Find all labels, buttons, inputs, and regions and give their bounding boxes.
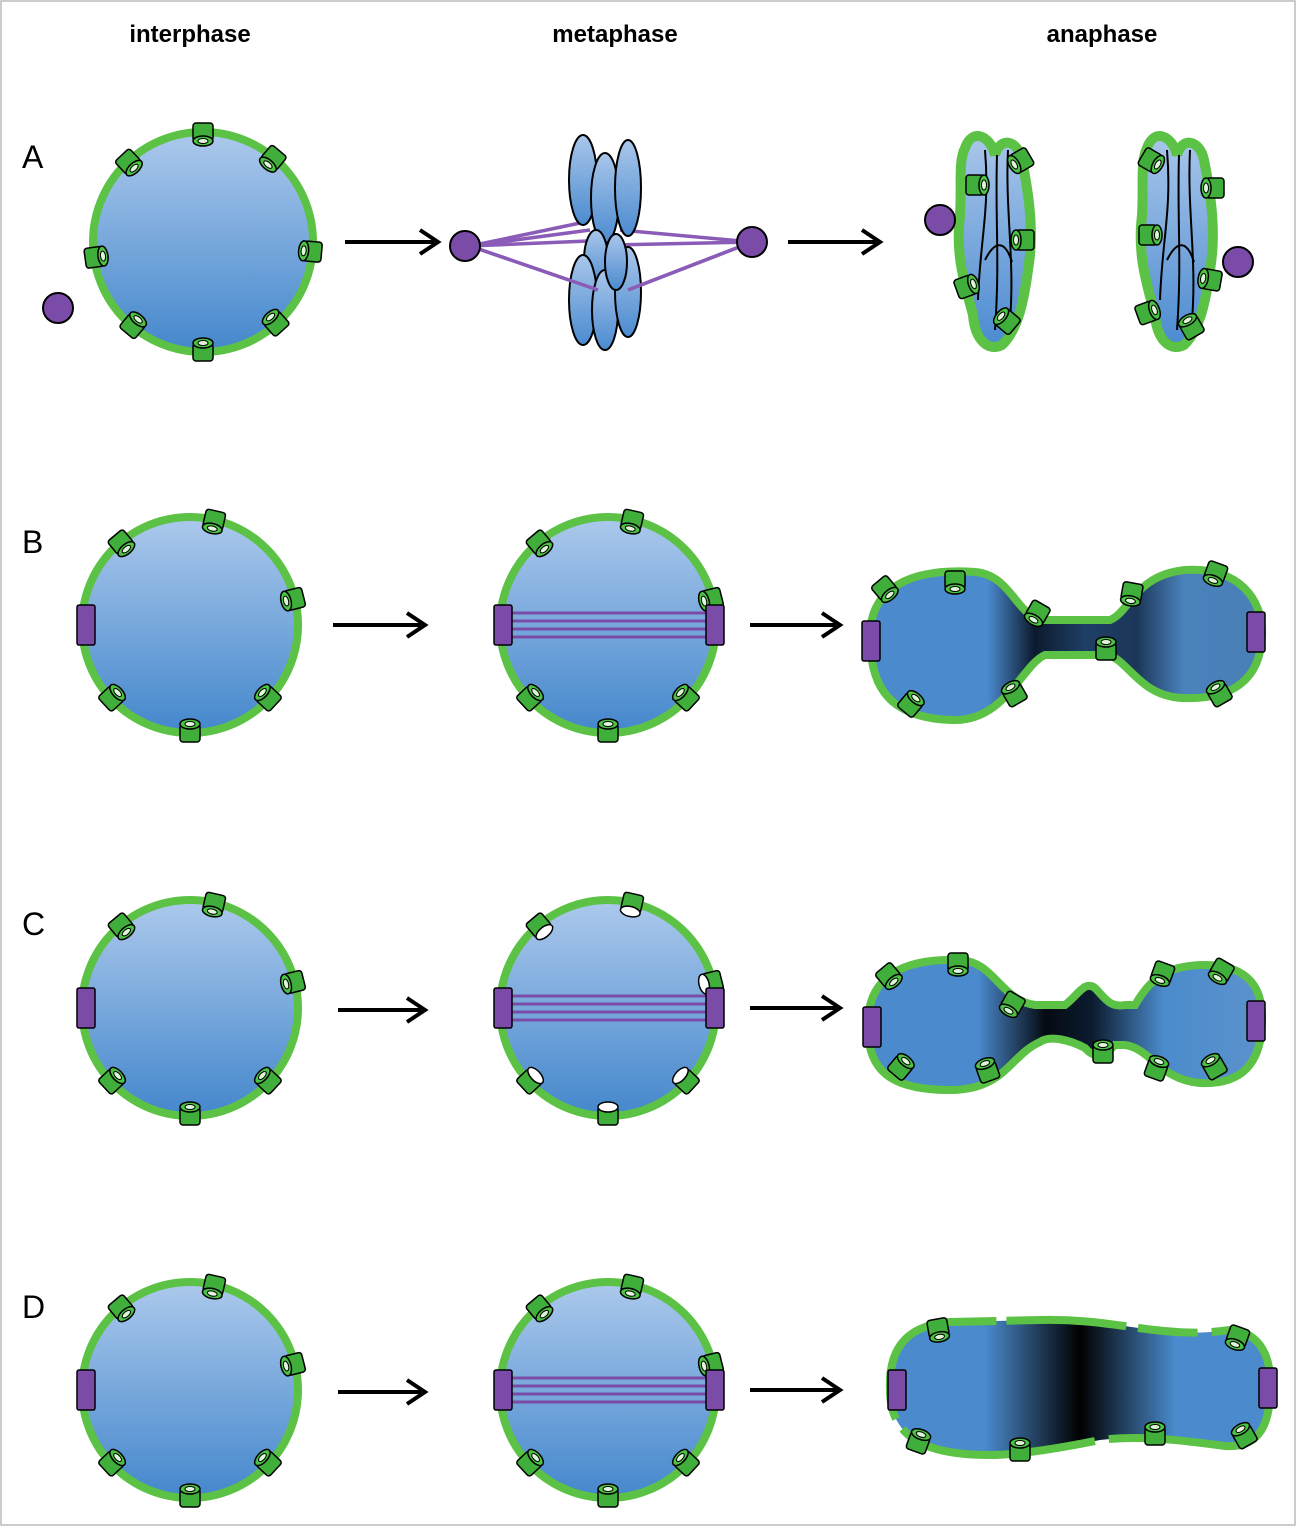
illustration: [43, 123, 1277, 1507]
column-header: interphase: [129, 21, 250, 48]
dumbbell-nucleus: [870, 570, 1262, 720]
pore-hole: [1098, 1043, 1108, 1048]
column-header: anaphase: [1047, 21, 1158, 48]
centrosome: [1223, 247, 1253, 277]
spindle-pole-body: [706, 988, 724, 1028]
nuclear-pore: [201, 509, 226, 536]
nuclear-pore: [180, 1484, 200, 1507]
column-header: metaphase: [552, 21, 677, 48]
row-label: B: [22, 524, 43, 560]
nuclear-pore: [927, 1317, 951, 1343]
pore-hole: [950, 587, 960, 592]
figure: interphase metaphase anaphase A B C D: [0, 0, 1296, 1526]
pore-hole: [185, 722, 195, 727]
nuclear-pore: [598, 1102, 618, 1125]
dumbbell-nucleus: [868, 960, 1262, 1090]
row-label: C: [22, 906, 45, 942]
centrosome: [43, 293, 73, 323]
centrosome: [450, 231, 480, 261]
nuclear-pore: [201, 892, 226, 919]
pore-hole: [198, 139, 208, 144]
spindle-pole-body: [494, 988, 512, 1028]
page: {"columns": ["interphase", "metaphase", …: [0, 0, 1296, 1526]
pore-hole: [1150, 1425, 1160, 1430]
pore-hole: [1101, 640, 1111, 645]
nuclear-pore: [180, 719, 200, 742]
nuclear-pore: [1010, 1438, 1030, 1461]
nuclear-pore: [619, 1274, 644, 1301]
chromosome: [615, 140, 641, 236]
spindle-fiber: [612, 242, 752, 245]
pore-face: [598, 1102, 618, 1112]
pore-hole: [185, 1487, 195, 1492]
pore-hole: [1204, 183, 1209, 193]
spindle-pole-body: [863, 1007, 881, 1047]
pore-hole: [603, 722, 613, 727]
nuclear-pore: [619, 892, 644, 919]
centrosome: [925, 205, 955, 235]
spindle-pole-body: [77, 1370, 95, 1410]
spindle-pole-body: [77, 605, 95, 645]
pore-hole: [301, 246, 307, 256]
row-label: D: [22, 1289, 45, 1325]
pore-hole: [185, 1105, 195, 1110]
pore-hole: [1015, 1441, 1025, 1446]
centrosome: [737, 227, 767, 257]
spindle-pole-body: [1259, 1368, 1277, 1408]
nuclear-pore: [1093, 1040, 1113, 1063]
spindle-pole-body: [1247, 612, 1265, 652]
nuclear-pore: [193, 123, 213, 146]
pore-hole: [198, 341, 208, 346]
nuclear-pore: [598, 719, 618, 742]
chromosome: [605, 234, 627, 290]
pore-hole: [1014, 235, 1019, 245]
nuclear-pore: [966, 175, 989, 195]
nuclear-pore: [180, 1102, 200, 1125]
nuclear-pore: [945, 571, 965, 594]
spindle-pole-body: [706, 605, 724, 645]
nuclear-pore: [298, 240, 323, 262]
spindle-pole-body: [494, 1370, 512, 1410]
pore-hole: [603, 1487, 613, 1492]
nuclear-pore: [1139, 225, 1162, 245]
spindle-fiber: [628, 242, 752, 290]
nuclear-pore: [193, 338, 213, 361]
spindle-pole-body: [706, 1370, 724, 1410]
spindle-fiber: [620, 230, 752, 242]
nuclear-pore: [84, 245, 110, 268]
pore-hole: [953, 969, 963, 974]
spindle-pole-body: [888, 1370, 906, 1410]
nuclear-pore: [598, 1484, 618, 1507]
nuclear-pore: [1120, 581, 1144, 607]
spindle-pole-body: [494, 605, 512, 645]
nuclear-pore: [1011, 230, 1034, 250]
nuclear-pore: [1201, 178, 1224, 198]
pore-hole: [1155, 230, 1160, 240]
nuclear-pore: [201, 1274, 226, 1301]
nuclear-pore: [619, 509, 644, 536]
nuclear-pore: [1145, 1422, 1165, 1445]
nuclear-pore: [1196, 268, 1222, 292]
nuclear-pore: [948, 953, 968, 976]
spindle-pole-body: [1247, 1001, 1265, 1041]
nuclear-pore: [1096, 637, 1116, 660]
pore-hole: [982, 180, 987, 190]
row-label: A: [22, 139, 44, 175]
spindle-pole-body: [862, 621, 880, 661]
spindle-pole-body: [77, 988, 95, 1028]
